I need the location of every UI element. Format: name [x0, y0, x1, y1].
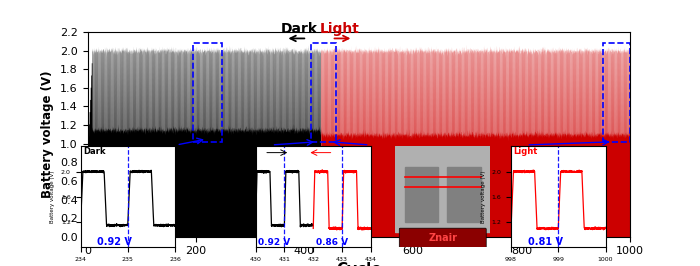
Y-axis label: Battery voltage (V): Battery voltage (V): [481, 171, 486, 223]
Text: 0.81 V: 0.81 V: [528, 237, 563, 247]
Bar: [395, 146, 490, 232]
Text: Dark: Dark: [83, 147, 106, 156]
Bar: [447, 167, 480, 222]
FancyBboxPatch shape: [399, 228, 486, 248]
Text: 0.92 V: 0.92 V: [97, 237, 132, 247]
Text: Light: Light: [513, 147, 538, 156]
X-axis label: Cycle: Cycle: [336, 262, 382, 266]
Text: Dark: Dark: [281, 22, 318, 36]
Text: 0.92 V: 0.92 V: [258, 238, 290, 247]
Bar: [193, 43, 222, 142]
Bar: [311, 43, 336, 142]
Text: Light: Light: [320, 22, 360, 36]
Y-axis label: Battery voltage (V): Battery voltage (V): [225, 171, 230, 223]
Y-axis label: Battery voltage (V): Battery voltage (V): [50, 171, 55, 223]
Bar: [603, 43, 630, 142]
Bar: [405, 167, 438, 222]
Text: Znair: Znair: [428, 233, 457, 243]
Y-axis label: Battery voltage (V): Battery voltage (V): [41, 70, 55, 198]
Text: 0.86 V: 0.86 V: [316, 238, 349, 247]
